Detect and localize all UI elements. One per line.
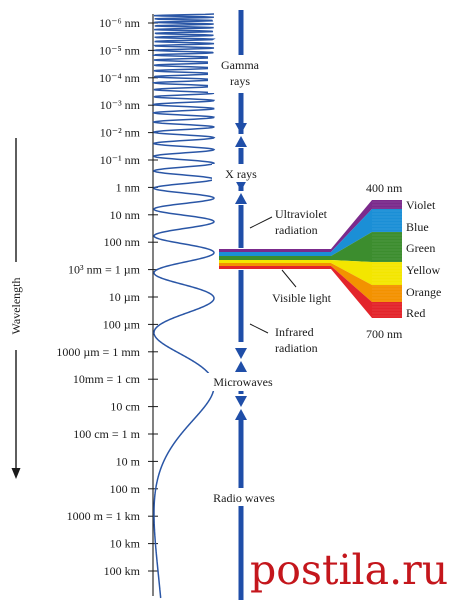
red-fan	[331, 266, 372, 318]
scale-label: 100 nm	[104, 235, 141, 249]
red-stripe	[219, 266, 331, 269]
green-block	[372, 232, 402, 262]
visible-light-band	[219, 200, 402, 318]
yellow-stripe	[219, 260, 331, 263]
wavelength-indicator: Wavelength	[8, 138, 24, 479]
gamma-label-bg	[208, 55, 272, 93]
color-block-stripes	[372, 201, 402, 317]
radio-top-arrowhead	[235, 409, 247, 420]
orange-fan	[331, 263, 372, 302]
watermark-text: postila.ru	[250, 546, 448, 594]
scale-label: 100 cm = 1 m	[73, 427, 140, 441]
green-fan	[331, 232, 372, 262]
uv-segment	[238, 205, 244, 248]
wavelength-label: Wavelength	[9, 277, 23, 334]
scale-label: 10⁻¹ nm	[100, 153, 141, 167]
spectrum-labels: 400 nm Violet Blue Green Yellow Orange R…	[366, 181, 441, 341]
gamma-arrowhead	[235, 123, 247, 134]
ir-segment	[238, 270, 244, 342]
scale-label: 10 cm	[110, 400, 140, 414]
microwave-bottom-arrowhead	[235, 396, 247, 407]
scale-label: 10³ nm = 1 µm	[68, 263, 141, 277]
wavelength-arrowhead	[11, 468, 21, 479]
red-block	[372, 302, 402, 318]
scale-label: 10 nm	[110, 208, 141, 222]
red-label: Red	[406, 306, 425, 320]
microwave-top-arrowhead	[235, 361, 247, 372]
uv-leader-line	[249, 216, 273, 229]
spectrum-bar	[235, 10, 247, 600]
scale-label: 100 µm	[103, 317, 141, 331]
blue-label: Blue	[406, 220, 429, 234]
green-stripe	[219, 256, 331, 260]
xray-top-arrowhead	[235, 136, 247, 147]
visible-leader-line	[281, 269, 297, 288]
scale-label: 10 m	[116, 454, 141, 468]
scale-label: 10⁻⁵ nm	[99, 43, 141, 57]
xray-label: X rays	[225, 167, 257, 181]
uv-label-line2: radiation	[275, 223, 318, 237]
scale-label: 10 µm	[109, 290, 141, 304]
wavelength-scale: 10⁻⁶ nm 10⁻⁵ nm 10⁻⁴ nm 10⁻³ nm 10⁻² nm 10⁻¹ …	[56, 16, 158, 578]
ir-bottom-arrowhead	[235, 348, 247, 359]
radio-segment	[238, 420, 244, 600]
wave-curve	[151, 13, 216, 599]
orange-block	[372, 285, 402, 302]
uv-top-arrowhead	[235, 193, 247, 204]
ir-leader-line	[249, 323, 269, 334]
radio-label: Radio waves	[213, 491, 275, 505]
scale-label: 100 m	[110, 482, 141, 496]
visible-label: Visible light	[272, 291, 332, 305]
scale-label: 10⁻⁴ nm	[99, 71, 141, 85]
ir-label-line1: Infrared	[275, 325, 314, 339]
scale-label: 10mm = 1 cm	[73, 372, 141, 386]
xray-bottom-arrowhead	[235, 180, 247, 191]
spectrum-700nm-label: 700 nm	[366, 327, 403, 341]
gamma-label-line2: rays	[230, 74, 250, 88]
scale-label: 1 nm	[116, 180, 141, 194]
blue-fan	[331, 209, 372, 256]
ir-label-line2: radiation	[275, 341, 318, 355]
blue-block	[372, 209, 402, 232]
scale-label: 1000 µm = 1 mm	[56, 345, 140, 359]
violet-fan	[331, 200, 372, 252]
uv-label-line1: Ultraviolet	[275, 207, 328, 221]
yellow-fan	[331, 260, 372, 285]
wavelength-label-bg	[8, 262, 24, 350]
scale-label: 100 km	[104, 564, 141, 578]
xray-label-bg	[212, 164, 270, 182]
spectrum-400nm-label: 400 nm	[366, 181, 403, 195]
scale-label: 10 km	[110, 537, 141, 551]
microwaves-label: Microwaves	[213, 375, 273, 389]
green-label: Green	[406, 241, 435, 255]
watermark: postila.ru	[250, 546, 448, 594]
violet-block	[372, 200, 402, 209]
radio-label-bg	[200, 488, 292, 506]
blue-stripe	[219, 252, 331, 256]
yellow-block	[372, 262, 402, 285]
scale-label: 10⁻² nm	[100, 126, 141, 140]
microwave-label-bg	[202, 373, 288, 391]
violet-label: Violet	[406, 198, 436, 212]
scale-label: 1000 m = 1 km	[67, 509, 141, 523]
violet-stripe	[219, 249, 331, 252]
yellow-label: Yellow	[406, 263, 440, 277]
gamma-label-line1: Gamma	[221, 58, 260, 72]
scale-label: 10⁻³ nm	[100, 98, 141, 112]
orange-label: Orange	[406, 285, 441, 299]
band-labels: Gamma rays X rays Microwaves Radio waves…	[200, 55, 332, 506]
scale-label: 10⁻⁶ nm	[99, 16, 141, 30]
orange-stripe	[219, 263, 331, 266]
